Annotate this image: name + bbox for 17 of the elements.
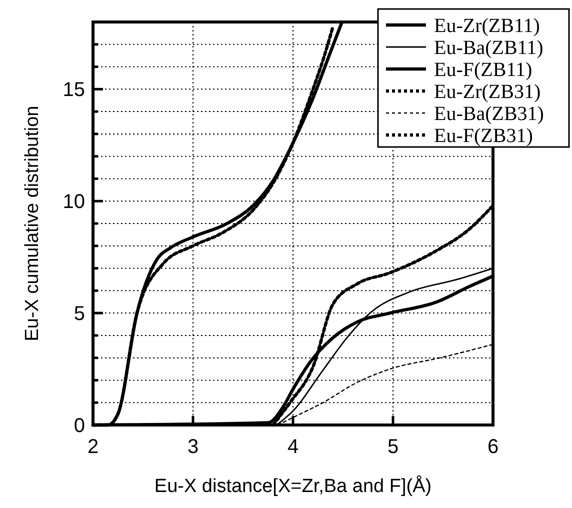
- y-axis-title: Eu-X cumulative distribution: [22, 106, 43, 342]
- y-tick-label: 10: [62, 191, 85, 214]
- y-tick-label: 5: [74, 303, 85, 326]
- legend-label: Eu-F(ZB11): [434, 59, 532, 81]
- legend-label: Eu-Zr(ZB11): [434, 15, 540, 37]
- x-axis-title: Eu-X distance[X=Zr,Ba and F](Å): [154, 475, 432, 497]
- legend-label: Eu-Zr(ZB31): [434, 81, 541, 103]
- y-tick-label: 15: [62, 79, 85, 102]
- x-tick-label: 5: [387, 436, 399, 458]
- legend-label: Eu-F(ZB31): [434, 125, 533, 147]
- y-tick-label: 0: [74, 415, 85, 437]
- x-tick-label: 6: [487, 436, 499, 458]
- legend-label: Eu-Ba(ZB31): [434, 103, 544, 125]
- legend-label: Eu-Ba(ZB11): [434, 37, 544, 59]
- x-tick-label: 2: [87, 436, 99, 458]
- x-tick-label: 3: [187, 436, 199, 458]
- x-tick-label: 4: [287, 436, 299, 458]
